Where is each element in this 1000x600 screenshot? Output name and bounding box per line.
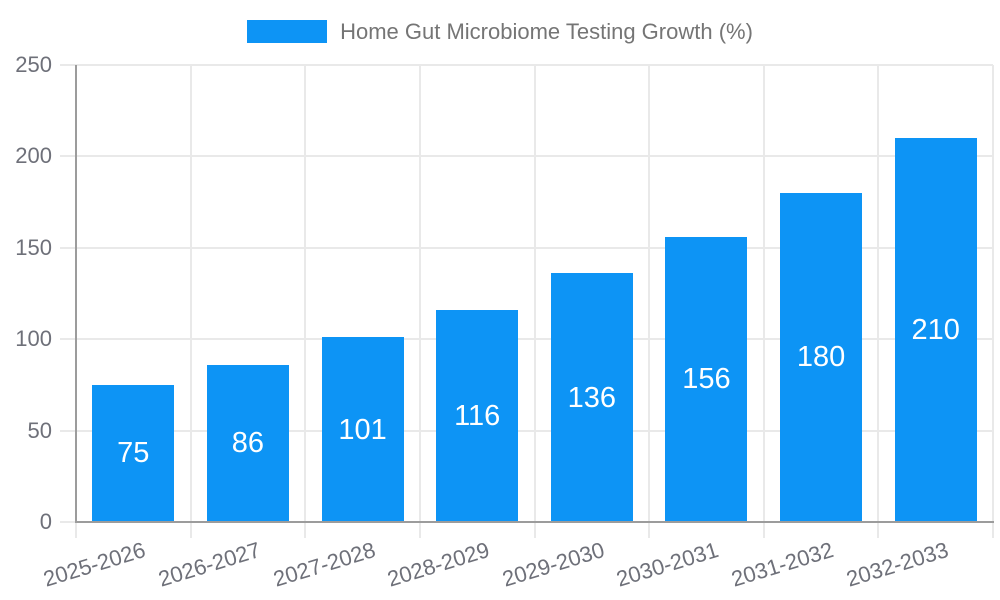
- bar-value-label: 116: [454, 399, 501, 432]
- bar-value-label: 210: [911, 314, 960, 347]
- bar: [550, 273, 633, 522]
- bar-value-label: 75: [117, 437, 150, 470]
- x-gridline: [992, 65, 994, 538]
- bar: [894, 138, 977, 522]
- y-gridline: [60, 246, 993, 249]
- bar: [436, 309, 519, 522]
- y-axis-tick-label: 100: [15, 326, 52, 352]
- y-axis-tick-label: 150: [15, 234, 52, 260]
- x-gridline: [418, 65, 421, 538]
- y-axis-tick-label: 0: [39, 509, 52, 534]
- y-axis-tick-label: 200: [15, 143, 52, 169]
- bar: [780, 192, 863, 522]
- y-axis-tick-label: 250: [15, 52, 52, 77]
- x-gridline: [648, 65, 651, 538]
- x-gridline: [762, 65, 765, 538]
- y-gridline: [60, 64, 993, 66]
- x-axis-line: [75, 521, 994, 523]
- y-axis-line: [75, 65, 77, 522]
- x-gridline: [877, 65, 880, 538]
- bar: [321, 337, 404, 522]
- y-gridline: [60, 429, 993, 432]
- x-gridline: [533, 65, 536, 538]
- bar-value-label: 136: [567, 381, 616, 414]
- legend-item[interactable]: Home Gut Microbiome Testing Growth (%): [0, 19, 1000, 44]
- bar-value-label: 101: [338, 413, 387, 446]
- y-gridline: [60, 338, 993, 341]
- x-gridline: [189, 65, 192, 538]
- legend-swatch: [247, 20, 328, 43]
- legend-label: Home Gut Microbiome Testing Growth (%): [340, 19, 753, 44]
- bar-value-label: 180: [796, 341, 846, 374]
- bar: [665, 236, 748, 522]
- y-gridline: [60, 155, 993, 158]
- bar: [92, 384, 175, 522]
- bar-value-label: 156: [682, 363, 731, 396]
- bar-value-label: 86: [231, 427, 265, 460]
- x-gridline: [304, 65, 307, 538]
- y-axis-tick-label: 50: [27, 417, 52, 443]
- bar: [206, 364, 289, 522]
